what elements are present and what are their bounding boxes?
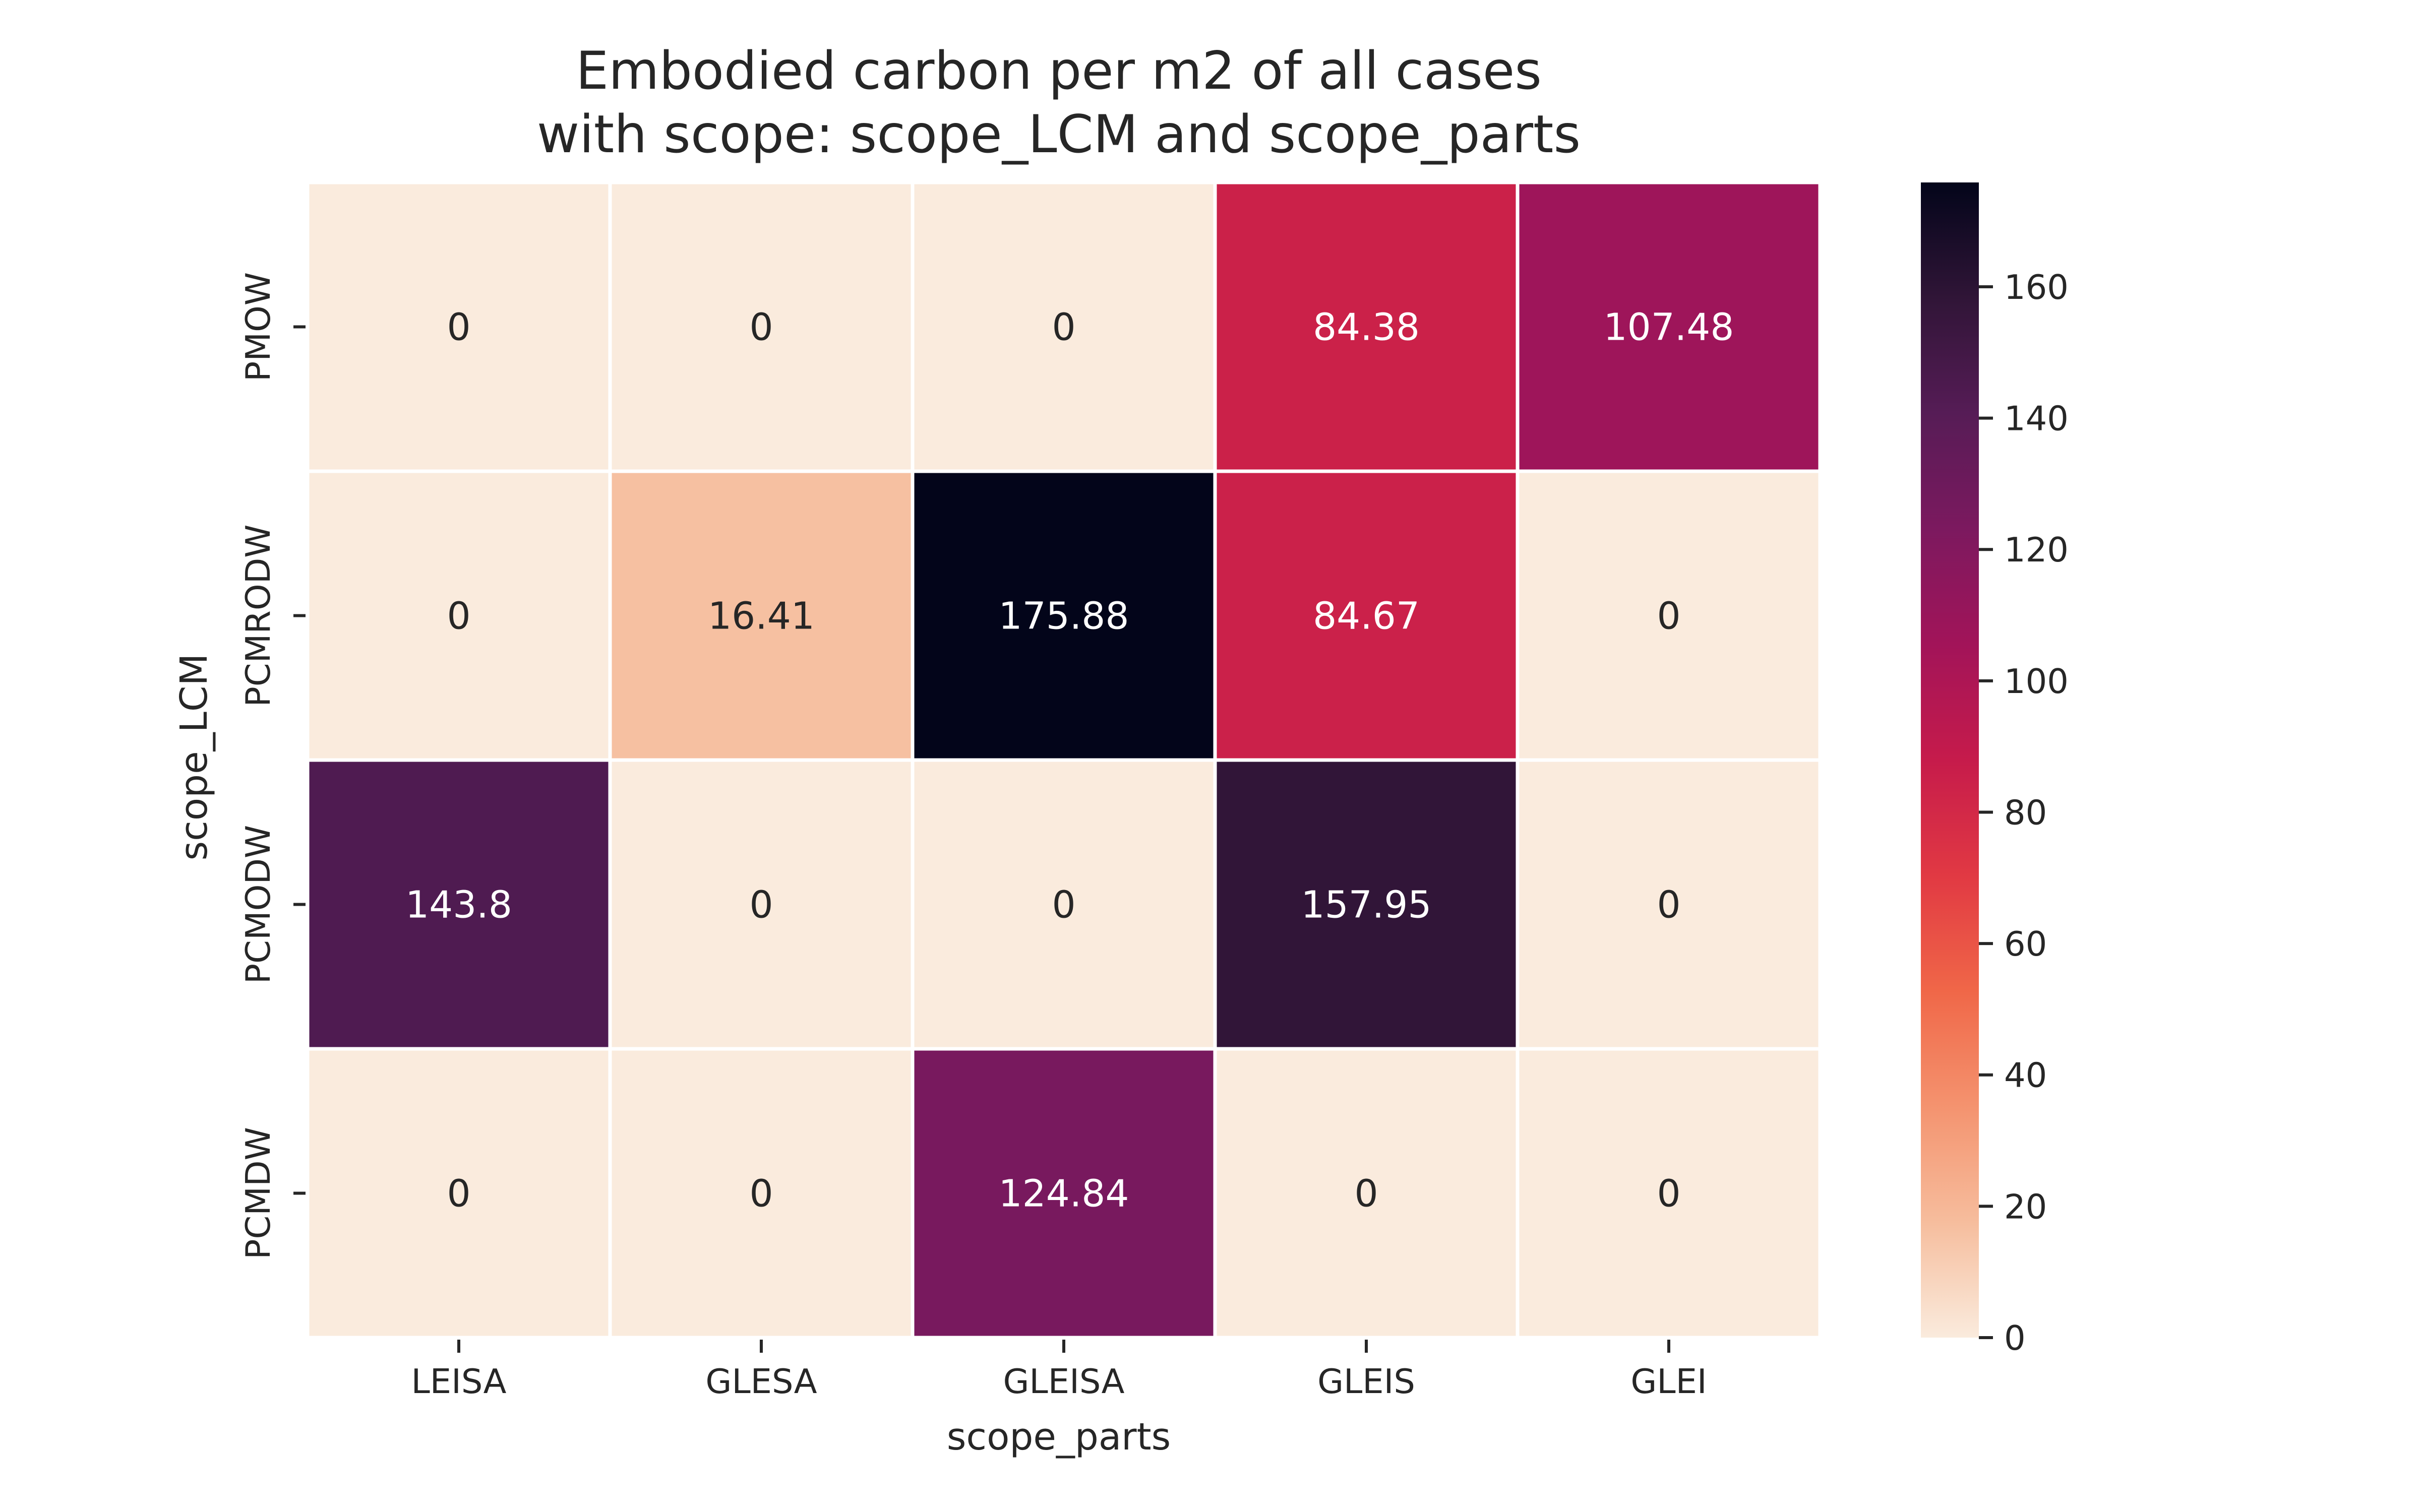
y-tick-label: PMOW bbox=[238, 272, 278, 382]
cell-value-label: 0 bbox=[749, 884, 773, 927]
heatmap-cell-PCMDW-LEISA bbox=[306, 1047, 612, 1340]
chart-title-line-2: with scope: scope_LCM and scope_parts bbox=[537, 104, 1581, 165]
heatmap-cells: 0 0 0 84.38 107.48 0 16.41 175.88 84.67 0 143.8 0 0 1… bbox=[306, 180, 1822, 1340]
x-tick-label: LEISA bbox=[411, 1362, 506, 1401]
x-tick-label: GLESA bbox=[705, 1362, 817, 1401]
cell-value-label: 0 bbox=[749, 306, 773, 349]
cell-value-label: 124.84 bbox=[999, 1172, 1129, 1216]
cell-value-label: 0 bbox=[447, 306, 470, 349]
heatmap-cell-PCMDW-GLEI bbox=[1516, 1047, 1822, 1340]
x-axis-label: scope_parts bbox=[947, 1415, 1171, 1459]
heatmap-cell-PCMODW-GLESA bbox=[608, 758, 915, 1051]
cell-value-label: 157.95 bbox=[1301, 884, 1432, 927]
cell-value-label: 107.48 bbox=[1604, 306, 1734, 349]
heatmap-cell-PMOW-LEISA bbox=[306, 180, 612, 473]
colorbar: 0 20 40 60 80 100 120 140 160 bbox=[1921, 182, 2069, 1358]
colorbar-tick-label: 140 bbox=[2004, 399, 2069, 438]
cell-value-label: 0 bbox=[1052, 884, 1075, 927]
heatmap-cell-PMOW-GLESA bbox=[608, 180, 915, 473]
heatmap-cell-PCMRODW-GLESA bbox=[608, 469, 915, 762]
colorbar-tick-label: 0 bbox=[2004, 1318, 2026, 1358]
heatmap-cell-PCMRODW-GLEI bbox=[1516, 469, 1822, 762]
colorbar-tick-label: 120 bbox=[2004, 530, 2069, 570]
y-tick-label: PCMRODW bbox=[238, 524, 278, 707]
x-tick-label: GLEIS bbox=[1317, 1362, 1415, 1401]
colorbar-gradient bbox=[1921, 182, 1979, 1338]
y-axis-label: scope_LCM bbox=[172, 654, 216, 861]
x-axis-ticks: LEISA GLESA GLEISA GLEIS GLEI bbox=[411, 1340, 1707, 1401]
colorbar-tick-label: 20 bbox=[2004, 1187, 2047, 1226]
colorbar-tick-label: 100 bbox=[2004, 662, 2069, 701]
y-tick-label: PCMODW bbox=[238, 825, 278, 984]
colorbar-tick-label: 160 bbox=[2004, 268, 2069, 307]
heatmap-cell-PCMDW-GLESA bbox=[608, 1047, 915, 1340]
cell-value-label: 84.38 bbox=[1313, 306, 1420, 349]
heatmap-cell-PCMODW-GLEIS bbox=[1213, 758, 1520, 1051]
heatmap-cell-PMOW-GLEISA bbox=[911, 180, 1217, 473]
x-tick-label: GLEISA bbox=[1003, 1362, 1125, 1401]
cell-value-label: 0 bbox=[1052, 306, 1075, 349]
heatmap-cell-PCMRODW-GLEIS bbox=[1213, 469, 1520, 762]
colorbar-tick-label: 60 bbox=[2004, 924, 2047, 964]
cell-value-label: 175.88 bbox=[999, 595, 1129, 638]
cell-value-label: 143.8 bbox=[405, 884, 512, 927]
heatmap-cell-PCMDW-GLEIS bbox=[1213, 1047, 1520, 1340]
colorbar-tick-label: 80 bbox=[2004, 793, 2047, 832]
heatmap-cell-PCMODW-GLEI bbox=[1516, 758, 1822, 1051]
cell-value-label: 0 bbox=[447, 595, 470, 638]
y-tick-label: PCMDW bbox=[238, 1127, 278, 1259]
cell-value-label: 0 bbox=[1657, 1172, 1680, 1216]
heatmap-cell-PCMODW-GLEISA bbox=[911, 758, 1217, 1051]
chart-title-line-1: Embodied carbon per m2 of all cases bbox=[576, 41, 1542, 101]
cell-value-label: 0 bbox=[1657, 595, 1680, 638]
cell-value-label: 0 bbox=[1657, 884, 1680, 927]
heatmap-cell-PCMRODW-GLEISA bbox=[911, 469, 1217, 762]
y-axis-ticks: PMOW PCMRODW PCMODW PCMDW bbox=[238, 272, 306, 1259]
cell-value-label: 0 bbox=[447, 1172, 470, 1216]
cell-value-label: 84.67 bbox=[1313, 595, 1420, 638]
x-tick-label: GLEI bbox=[1630, 1362, 1707, 1401]
colorbar-tick-label: 40 bbox=[2004, 1056, 2047, 1095]
heatmap-cell-PCMDW-GLEISA bbox=[911, 1047, 1217, 1340]
cell-value-label: 0 bbox=[1354, 1172, 1378, 1216]
cell-value-label: 0 bbox=[749, 1172, 773, 1216]
cell-value-label: 16.41 bbox=[708, 595, 815, 638]
